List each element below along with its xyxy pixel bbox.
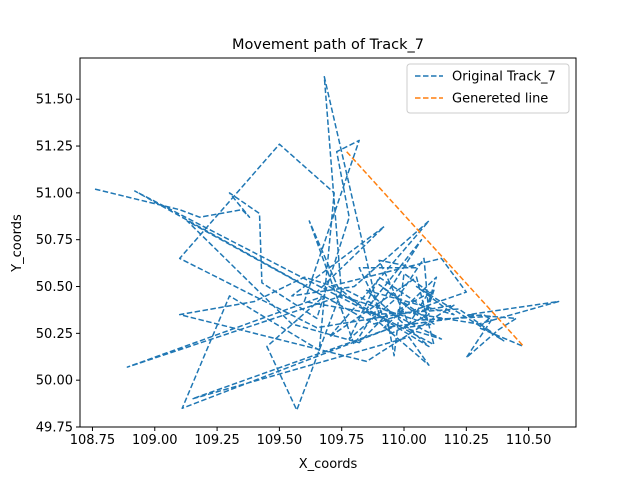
y-axis-label: Y_coords [10, 214, 25, 273]
x-tick-label: 109.25 [194, 433, 240, 448]
y-tick-label: 50.50 [36, 280, 73, 295]
x-tick-label: 109.00 [132, 433, 178, 448]
y-tick-label: 51.25 [36, 140, 73, 155]
x-axis-label: X_coords [299, 457, 358, 472]
series-line-0 [94, 75, 560, 411]
chart-title: Movement path of Track_7 [232, 37, 424, 53]
y-tick-label: 50.25 [36, 327, 73, 342]
y-tick-label: 51.00 [36, 186, 73, 201]
series-line-1 [346, 151, 525, 348]
x-axis: 108.75 109.00 109.25 109.50 109.75 110.00 110.… [70, 427, 552, 448]
x-tick-label: 110.25 [444, 433, 490, 448]
legend: Original Track_7 Genereted line [406, 63, 570, 114]
y-tick-label: 50.75 [36, 233, 73, 248]
plot-area [79, 57, 577, 428]
y-tick-label: 49.75 [36, 421, 73, 436]
y-axis: 49.75 50.00 50.25 50.50 50.75 51.00 51.25 51.50 [36, 93, 80, 436]
legend-label-generated: Genereted line [452, 92, 548, 107]
x-tick-label: 109.50 [257, 433, 303, 448]
series-layer [94, 75, 560, 411]
y-tick-label: 50.00 [36, 374, 73, 389]
legend-label-original: Original Track_7 [452, 70, 556, 85]
x-tick-label: 109.75 [319, 433, 365, 448]
x-tick-label: 110.50 [506, 433, 552, 448]
legend-box [406, 63, 570, 114]
y-tick-label: 51.50 [36, 93, 73, 108]
plot-frame [79, 57, 577, 428]
x-tick-label: 108.75 [70, 433, 116, 448]
x-tick-label: 110.00 [381, 433, 427, 448]
